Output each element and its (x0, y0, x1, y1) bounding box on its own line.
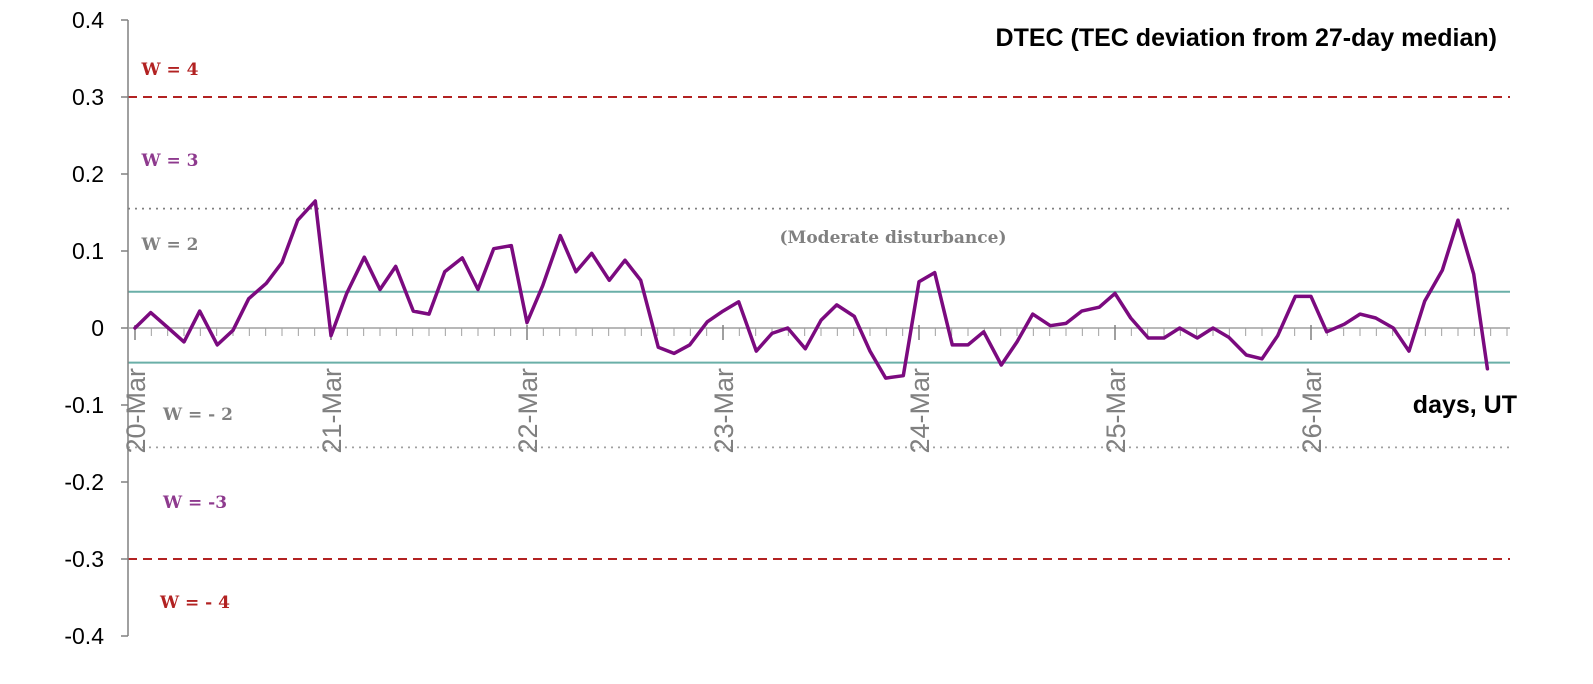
x-tick-label: 24-Mar (905, 368, 935, 454)
y-tick-label: 0.4 (72, 7, 104, 33)
band-label: (Moderate disturbance) (779, 228, 1006, 248)
y-tick-label: 0.2 (72, 161, 104, 187)
band-label: W = - 4 (159, 593, 230, 613)
band-labels: W = 4 W = 3 W = 2 (Moderate disturbance) W =… (140, 60, 1006, 613)
x-tick-label: 25-Mar (1101, 368, 1131, 454)
y-tick-label: 0.1 (72, 238, 104, 264)
y-axis-ticks: 0.4 0.3 0.2 0.1 0 -0.1 -0.2 -0.3 -0.4 (64, 7, 128, 649)
y-tick-label: -0.2 (64, 469, 104, 495)
x-axis-label: days, UT (1413, 391, 1517, 419)
threshold-lines (128, 96, 1510, 560)
x-tick-label: 26-Mar (1297, 368, 1327, 454)
y-tick-label: 0 (91, 315, 104, 341)
y-tick-label: -0.4 (64, 623, 104, 649)
y-tick-label: -0.1 (64, 392, 104, 418)
x-axis-minor-ticks (134, 328, 1508, 336)
chart-title: DTEC (TEC deviation from 27-day median) (996, 24, 1497, 52)
x-tick-label: 20-Mar (121, 368, 151, 454)
x-tick-label: 23-Mar (709, 368, 739, 454)
band-label: W = -3 (162, 493, 227, 513)
band-label: W = 3 (140, 151, 198, 171)
band-label: W = - 2 (162, 405, 233, 425)
y-tick-label: -0.3 (64, 546, 104, 572)
x-tick-label: 21-Mar (317, 368, 347, 454)
series-group (133, 199, 1490, 380)
band-label: W = 4 (140, 60, 198, 80)
y-tick-label: 0.3 (72, 84, 104, 110)
band-label: W = 2 (140, 235, 198, 255)
series-line (133, 199, 1490, 380)
x-tick-label: 22-Mar (513, 368, 543, 454)
x-axis-date-labels: 20-Mar 21-Mar 22-Mar 23-Mar 24-Mar 25-Mar 26-M… (121, 325, 1327, 454)
